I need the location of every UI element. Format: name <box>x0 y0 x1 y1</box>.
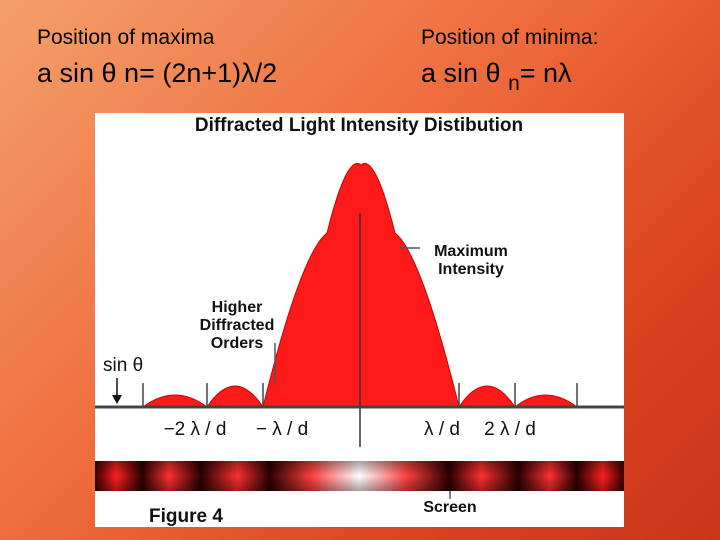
higher-orders-label-3: Orders <box>211 335 264 352</box>
figure-title: Diffracted Light Intensity Distibution <box>195 115 523 136</box>
screen-shading <box>95 461 624 491</box>
arrow-down-icon <box>112 395 122 404</box>
minima-formula-subscript: n <box>508 72 520 95</box>
minima-formula-prefix: a sin θ <box>421 58 509 88</box>
minima-title: Position of minima: <box>421 26 599 49</box>
diffraction-figure: Diffracted Light Intensity Distibution M… <box>95 113 624 527</box>
max-intensity-label-2: Intensity <box>438 261 504 278</box>
sin-theta-label: sin θ <box>103 355 143 376</box>
screen-label: Screen <box>423 499 476 516</box>
diffraction-diagram: Diffracted Light Intensity Distibution M… <box>95 115 624 527</box>
max-intensity-label-1: Maximum <box>434 243 508 260</box>
minima-formula-suffix: = nλ <box>519 58 572 88</box>
tick-label-neg-2: −2 λ / d <box>164 419 227 440</box>
tick-label-neg-1: − λ / d <box>256 419 308 440</box>
figure-caption: Figure 4 <box>149 506 223 527</box>
maxima-formula: a sin θ n= (2n+1)λ/2 <box>37 58 278 88</box>
minima-formula: a sin θ n= nλ <box>421 58 572 95</box>
higher-orders-label-1: Higher <box>212 299 263 316</box>
tick-label-pos-1: λ / d <box>424 419 460 440</box>
maxima-title: Position of maxima <box>37 26 215 49</box>
higher-orders-label-2: Diffracted <box>200 317 275 334</box>
tick-label-pos-2: 2 λ / d <box>484 419 536 440</box>
